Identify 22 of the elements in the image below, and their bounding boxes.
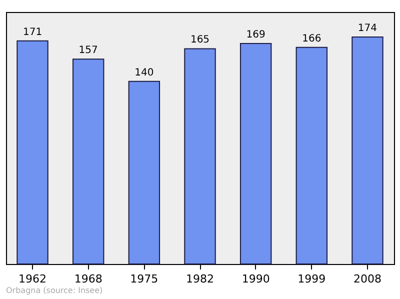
x-tick-label: 1999 [298,272,326,286]
data-label: 174 [358,23,378,34]
bar [16,40,48,264]
bar [240,43,272,264]
data-label: 166 [302,33,322,44]
bar [128,80,160,264]
x-tick-label: 1975 [130,272,158,286]
data-label: 171 [22,26,42,38]
data-label: 140 [134,67,154,78]
bar [72,58,104,264]
data-label: 169 [246,30,266,41]
x-tick-label: 1982 [186,272,214,286]
bar [296,46,328,264]
data-label: 157 [78,45,98,56]
bar [352,36,384,264]
x-tick-label: 1990 [242,272,270,286]
text: Orbagna (source: Insee) [6,286,103,295]
x-tick-label: 1968 [74,272,102,286]
x-tick-label: 1962 [18,272,47,286]
bar [184,48,216,264]
data-label: 165 [190,34,210,46]
x-tick-label: 2008 [353,272,382,286]
